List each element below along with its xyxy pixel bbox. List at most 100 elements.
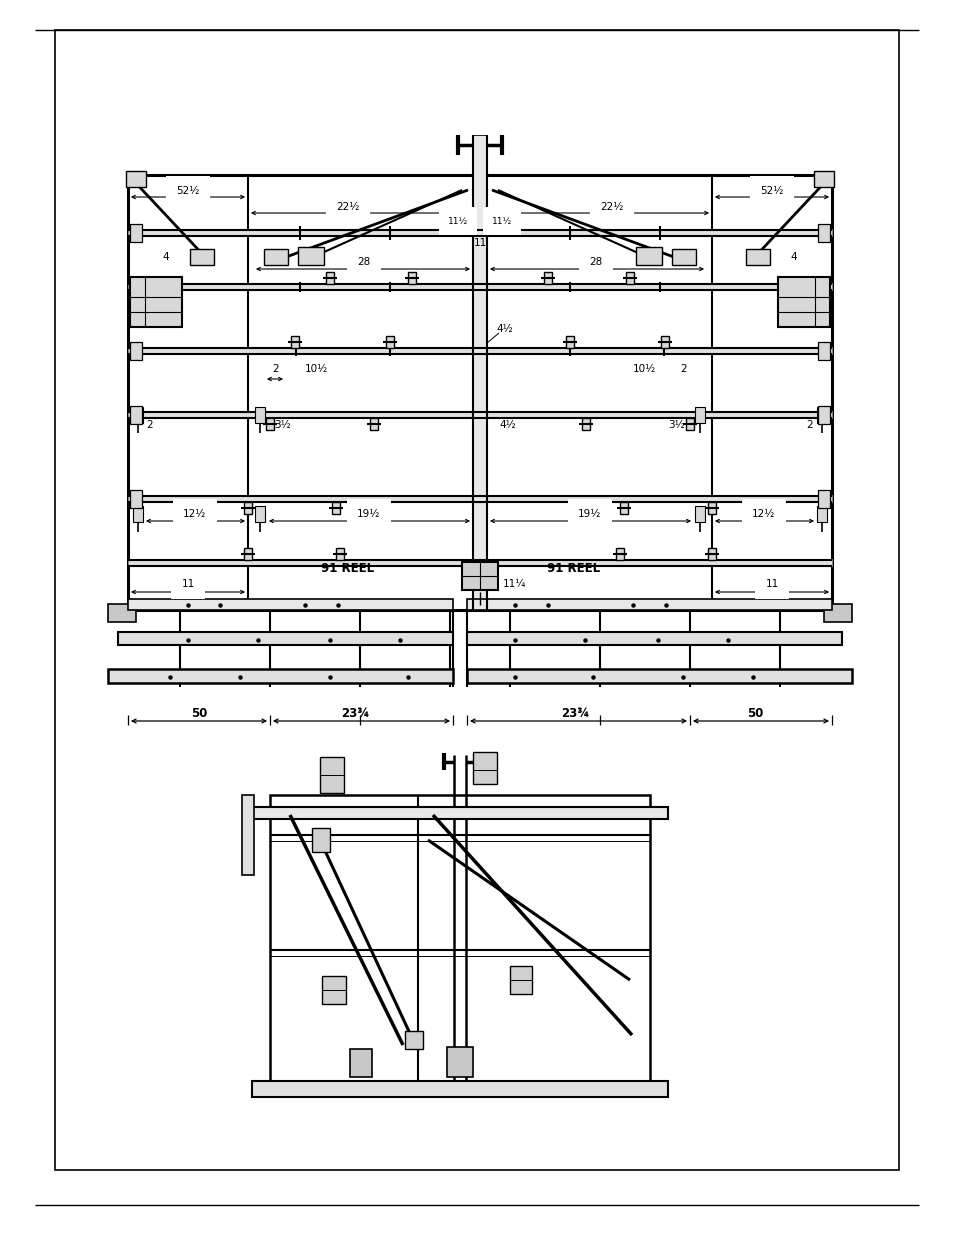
Bar — [322, 976, 346, 1004]
Bar — [128, 411, 831, 417]
Text: 11: 11 — [764, 579, 778, 589]
Bar — [625, 272, 634, 284]
Text: 23¾: 23¾ — [340, 706, 369, 720]
Bar — [817, 406, 829, 424]
Text: 11: 11 — [181, 579, 194, 589]
Text: 10½: 10½ — [304, 364, 327, 374]
Bar — [335, 548, 344, 559]
Text: 2: 2 — [147, 420, 153, 430]
Text: 22½: 22½ — [599, 203, 623, 212]
Bar — [817, 342, 829, 359]
Text: 19½: 19½ — [357, 509, 380, 519]
Bar — [816, 506, 826, 522]
Bar — [461, 562, 497, 590]
Bar — [707, 501, 716, 514]
Text: 4: 4 — [163, 252, 169, 262]
Text: 28: 28 — [357, 257, 370, 267]
Bar — [132, 506, 143, 522]
Bar — [128, 228, 831, 236]
Bar — [510, 966, 532, 994]
Bar — [297, 247, 324, 266]
Bar — [252, 806, 667, 819]
Bar — [823, 604, 851, 622]
Bar — [817, 490, 829, 508]
Text: 52½: 52½ — [176, 186, 199, 196]
Text: 12½: 12½ — [752, 509, 775, 519]
Bar — [332, 501, 339, 514]
Bar — [408, 272, 416, 284]
Bar — [55, 30, 898, 1170]
Bar — [467, 632, 841, 645]
Bar — [350, 1049, 372, 1077]
Bar — [707, 548, 716, 559]
Bar — [543, 272, 552, 284]
Bar — [319, 757, 344, 793]
Text: 11: 11 — [473, 238, 486, 248]
Bar — [128, 599, 453, 610]
Bar — [467, 669, 851, 683]
Text: 2: 2 — [680, 364, 686, 374]
Text: 12½: 12½ — [183, 509, 207, 519]
Bar — [130, 406, 142, 424]
Bar — [619, 501, 627, 514]
Bar — [291, 336, 298, 348]
Text: 11¼: 11¼ — [503, 579, 526, 589]
Bar — [190, 249, 213, 266]
Bar — [108, 669, 453, 683]
Text: 50: 50 — [746, 706, 762, 720]
Bar — [270, 795, 649, 1095]
Bar — [813, 170, 833, 186]
Bar — [636, 247, 661, 266]
Bar — [778, 277, 829, 327]
Bar — [473, 135, 486, 610]
Bar — [671, 249, 696, 266]
Bar — [244, 548, 252, 559]
Bar — [126, 170, 146, 186]
Bar — [254, 506, 265, 522]
Bar — [817, 224, 829, 242]
Text: 22½: 22½ — [336, 203, 359, 212]
Bar — [660, 336, 668, 348]
Bar — [128, 347, 831, 354]
Bar — [128, 559, 831, 566]
Text: 91 REEL: 91 REEL — [547, 562, 600, 574]
Bar — [128, 495, 831, 501]
Text: 50: 50 — [191, 706, 207, 720]
Bar — [264, 249, 288, 266]
Bar — [616, 548, 623, 559]
Bar — [695, 506, 704, 522]
Text: 19½: 19½ — [578, 509, 601, 519]
Text: 28: 28 — [589, 257, 602, 267]
Bar — [565, 336, 574, 348]
Text: 23¾: 23¾ — [560, 706, 589, 720]
Bar — [473, 752, 497, 784]
Text: 2: 2 — [273, 364, 279, 374]
Bar — [128, 175, 831, 610]
Bar — [467, 599, 831, 610]
Bar — [447, 1047, 473, 1077]
Bar — [386, 336, 394, 348]
Bar — [132, 408, 143, 424]
Bar — [370, 417, 377, 430]
Bar — [745, 249, 769, 266]
Text: 3½: 3½ — [668, 420, 684, 430]
Text: 3½: 3½ — [274, 420, 291, 430]
Bar — [128, 283, 831, 290]
Bar — [242, 795, 253, 876]
Text: 11½: 11½ — [492, 216, 512, 226]
Bar — [254, 408, 265, 424]
Text: 4½: 4½ — [499, 420, 516, 430]
Bar — [312, 827, 330, 852]
Bar — [118, 632, 453, 645]
Text: 2: 2 — [806, 420, 813, 430]
Text: 4: 4 — [790, 252, 797, 262]
Bar — [581, 417, 589, 430]
Bar — [326, 272, 334, 284]
Bar — [108, 604, 136, 622]
Bar — [130, 277, 182, 327]
Bar — [405, 1031, 422, 1049]
Text: 11½: 11½ — [447, 216, 468, 226]
Bar — [685, 417, 693, 430]
Text: 4½: 4½ — [497, 324, 513, 333]
Text: 10½: 10½ — [632, 364, 655, 374]
